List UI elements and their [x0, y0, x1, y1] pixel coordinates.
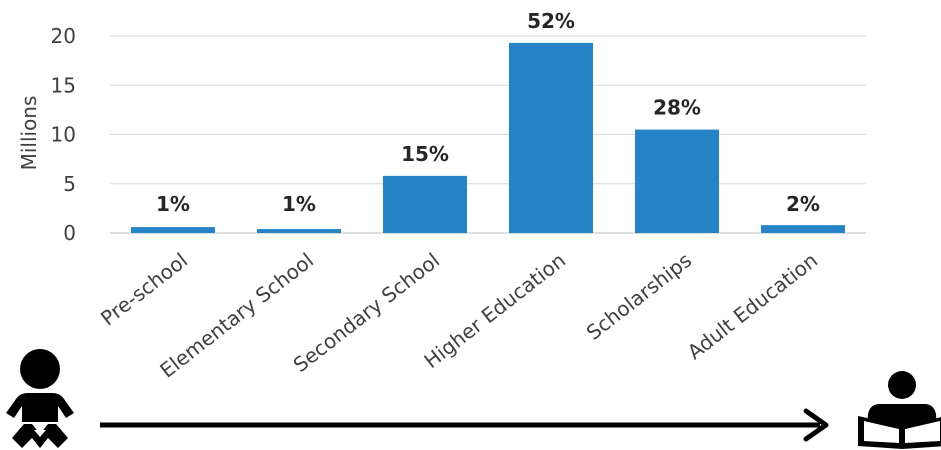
data-label: 15%: [401, 142, 449, 166]
bar: [131, 227, 215, 233]
category-label: Scholarships: [582, 248, 696, 345]
bars: [131, 42, 845, 233]
reading-person-icon: [858, 371, 941, 449]
data-label: 1%: [156, 192, 190, 216]
data-label: 28%: [653, 96, 701, 120]
bar: [509, 42, 593, 233]
data-label: 52%: [527, 9, 575, 33]
y-tick-label: 15: [51, 73, 76, 97]
bar: [635, 129, 719, 233]
y-tick-label: 20: [51, 24, 76, 48]
data-labels: 1% 1% 15% 52% 28% 2%: [156, 9, 820, 216]
bar: [761, 225, 845, 233]
category-label: Adult Education: [683, 248, 822, 364]
category-label: Pre-school: [96, 248, 192, 330]
data-label: 2%: [786, 192, 820, 216]
baby-icon: [6, 349, 74, 448]
y-axis-ticks: 0 5 10 15 20: [51, 24, 76, 245]
y-tick-label: 5: [63, 172, 76, 196]
y-axis-title: Millions: [17, 96, 41, 171]
data-label: 1%: [282, 192, 316, 216]
bar: [257, 229, 341, 233]
gridlines: [110, 35, 866, 234]
bar: [383, 175, 467, 233]
y-tick-label: 10: [51, 123, 76, 147]
y-tick-label: 0: [63, 221, 76, 245]
right-arrow: [100, 408, 829, 442]
